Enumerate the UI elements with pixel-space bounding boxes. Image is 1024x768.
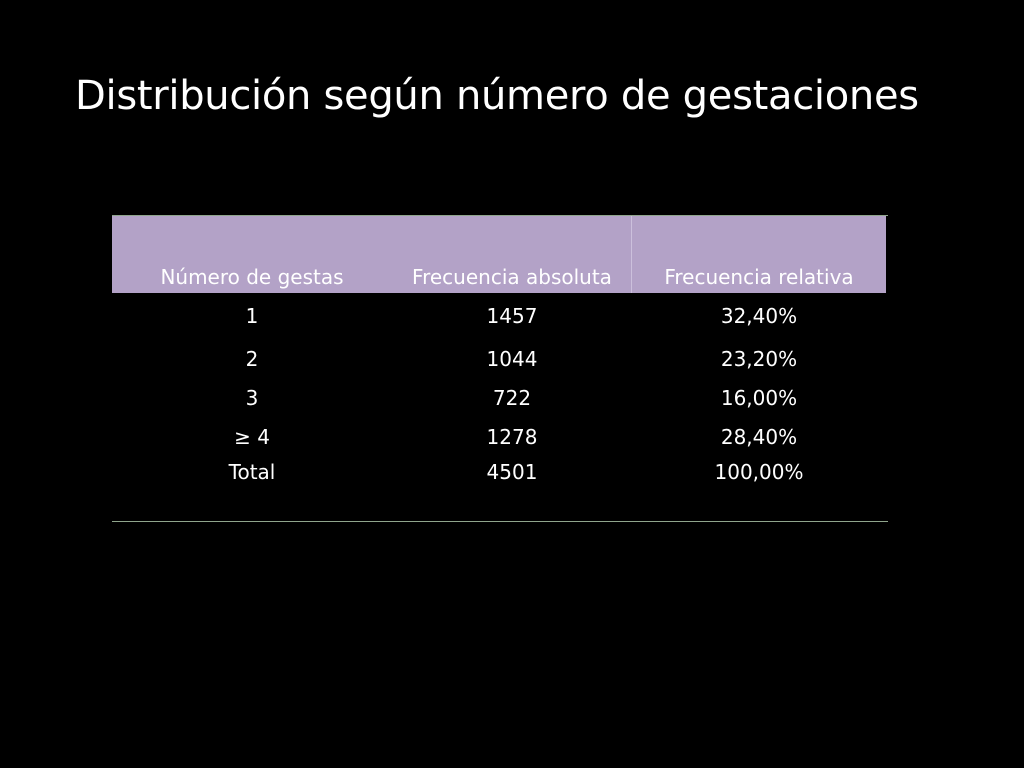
column-header-frecuencia-absoluta: Frecuencia absoluta [412,265,612,289]
table-total-absolute: 4501 [486,460,538,484]
table-cell: 3 [245,386,259,410]
column-header-numero-gestas: Número de gestas [160,265,344,289]
table-cell: 722 [492,386,532,410]
table-cell: 28,40% [720,425,798,449]
table-header-band [112,216,886,293]
table-cell: 1278 [486,425,538,449]
table-total-relative: 100,00% [714,460,804,484]
table-cell: ≥ 4 [234,425,270,449]
table-cell: 1044 [486,347,538,371]
table-total-label: Total [228,460,276,484]
column-header-frecuencia-relativa: Frecuencia relativa [664,265,854,289]
table-cell: 23,20% [720,347,798,371]
slide-title: Distribución según número de gestaciones [75,73,919,119]
table-cell: 1 [245,304,259,328]
header-column-divider [631,216,632,293]
table-cell: 2 [245,347,259,371]
table-cell: 16,00% [720,386,798,410]
table-cell: 32,40% [720,304,798,328]
table-cell: 1457 [486,304,538,328]
table-top-rule [112,215,888,216]
table-bottom-rule [112,521,888,522]
data-table: Número de gestas Frecuencia absoluta Fre… [112,215,888,522]
